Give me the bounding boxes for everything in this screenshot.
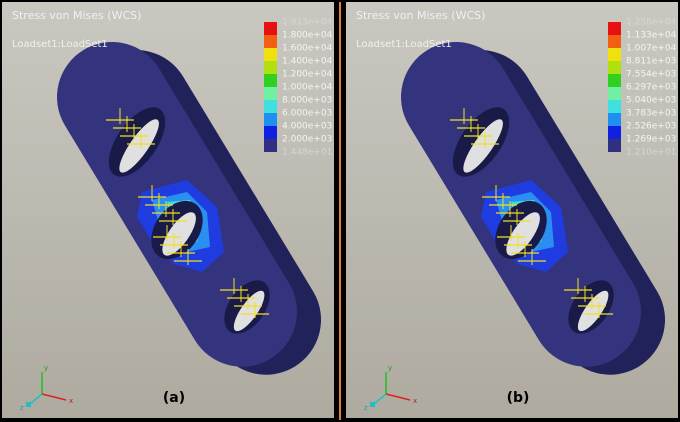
triad-label: y — [44, 364, 48, 372]
legend-label: 7.554e+03 — [626, 70, 676, 80]
legend-label: 1.200e+04 — [282, 70, 333, 80]
legend-band — [608, 126, 621, 139]
legend-label: 1.210e+01 — [626, 148, 676, 158]
triad-label: z — [20, 404, 24, 412]
legend-band — [608, 61, 621, 74]
legend-label: 5.040e+03 — [626, 96, 676, 106]
legend-label: 1.000e+04 — [282, 83, 333, 93]
triad-label: x — [413, 397, 417, 405]
legend-band — [608, 74, 621, 87]
legend-band — [264, 35, 277, 48]
legend-band — [264, 87, 277, 100]
legend-label: 8.811e+03 — [626, 57, 676, 67]
result-title: Stress von Mises (WCS) — [356, 9, 485, 22]
load-set: Loadset1:LoadSet1 — [356, 39, 452, 50]
legend-label: 2.000e+03 — [282, 135, 332, 145]
triad-z-end — [26, 402, 31, 407]
triad-z-end — [370, 402, 375, 407]
legend-label: 4.000e+03 — [282, 122, 332, 132]
legend-label: 1.258e+04 — [626, 18, 677, 28]
legend-band — [608, 48, 621, 61]
legend-band — [264, 100, 277, 113]
legend-label: 6.297e+03 — [626, 83, 676, 93]
legend-band — [608, 35, 621, 48]
legend-band — [264, 61, 277, 74]
legend-label: 1.133e+04 — [626, 31, 677, 41]
viewport-panel: Stress von Mises (WCS) Loadset1:LoadSet1 1… — [2, 2, 342, 418]
legend-label: 3.783e+03 — [626, 109, 676, 119]
legend-label: 1.269e+03 — [626, 135, 676, 145]
panel-label: (b) — [507, 390, 530, 406]
legend-label: 6.000e+03 — [282, 109, 332, 119]
legend-band — [608, 100, 621, 113]
load-set: Loadset1:LoadSet1 — [12, 39, 108, 50]
screenshot: Stress von Mises (WCS) Loadset1:LoadSet1 1… — [0, 0, 680, 422]
triad-label: z — [364, 404, 368, 412]
legend-band — [608, 139, 621, 152]
legend-band — [608, 87, 621, 100]
legend-label: 2.526e+03 — [626, 122, 676, 132]
legend-band — [608, 113, 621, 126]
legend-label: 8.000e+03 — [282, 96, 332, 106]
legend-label: 1.400e+04 — [282, 57, 333, 67]
legend-label: 1.600e+04 — [282, 44, 333, 54]
legend-band — [264, 113, 277, 126]
legend-band — [264, 139, 277, 152]
viewport-panel: Stress von Mises (WCS) Loadset1:LoadSet1 1… — [346, 2, 680, 418]
legend-band — [608, 22, 621, 35]
triad-label: y — [388, 364, 392, 372]
legend-label: 1.007e+04 — [626, 44, 677, 54]
legend-band — [264, 48, 277, 61]
legend-label: 1.800e+04 — [282, 31, 333, 41]
legend-band — [264, 22, 277, 35]
legend-label: 1.448e+01 — [282, 148, 332, 158]
legend-band — [264, 126, 277, 139]
legend-label: 1.913e+04 — [282, 18, 333, 28]
legend-band — [264, 74, 277, 87]
panel-label: (a) — [163, 390, 185, 406]
result-title: Stress von Mises (WCS) — [12, 9, 141, 22]
triad-label: x — [69, 397, 73, 405]
